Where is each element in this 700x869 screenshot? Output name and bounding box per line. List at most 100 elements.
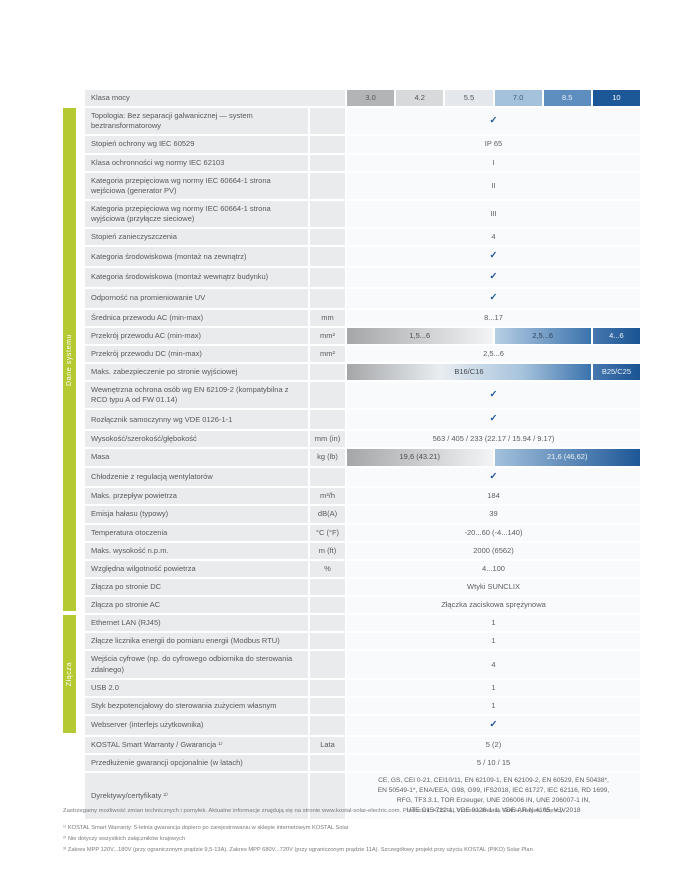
- row-value: 1: [347, 615, 640, 632]
- row-unit: [310, 715, 345, 735]
- row-unit: mm: [310, 309, 345, 326]
- checkmark-icon: ✓: [347, 467, 640, 487]
- row-unit: [310, 633, 345, 650]
- table-header-row: Klasa mocy 3.0 4.2 5.5 7.0 8.5 10: [85, 90, 640, 107]
- table-row: Wysokość/szerokość/głębokość mm (in) 563 /…: [85, 431, 640, 448]
- row-value: 4: [347, 229, 640, 246]
- row-label: Styk bezpotencjałowy do sterowania zużyc…: [85, 697, 308, 714]
- row-unit: mm²: [310, 345, 345, 363]
- table-row: Złącza po stronie AC Złączka zaciskowa sp…: [85, 597, 640, 614]
- section-bar-dane-systemu: Dane systemu: [63, 108, 76, 612]
- row-value: I: [347, 154, 640, 171]
- row-value: 1: [347, 633, 640, 650]
- row-label: Kategoria przepięciowa wg normy IEC 6066…: [85, 200, 308, 228]
- checkmark-icon: ✓: [347, 382, 640, 409]
- row-unit: [310, 615, 345, 632]
- row-label: Odporność na promieniowanie UV: [85, 288, 308, 308]
- row-value: 4...6: [592, 327, 640, 344]
- row-unit: [310, 578, 345, 596]
- table-row: Złącza po stronie DC Wtyki SUNCLIX: [85, 578, 640, 596]
- footnote: ³⁾ Zakres MPP 120V...180V (przy ogranicz…: [63, 846, 533, 853]
- disclaimer-text: Zastrzegamy możliwość zmian technicznych…: [63, 808, 563, 814]
- row-unit: [310, 288, 345, 308]
- table-row: Wejścia cyfrowe (np. do cyfrowego odbior…: [85, 651, 640, 678]
- row-label: Maks. zabezpieczenie po stronie wyjściow…: [85, 364, 308, 381]
- table-row: Kategoria środowiskowa (montaż wewnątrz …: [85, 268, 640, 287]
- row-label: Przekrój przewodu AC (min-max): [85, 327, 308, 344]
- row-unit: °C (°F): [310, 524, 345, 541]
- row-value: -20...60 (-4...140): [347, 524, 640, 541]
- power-class-cell: 5.5: [445, 90, 493, 107]
- row-value: CE, GS, CEI 0-21, CEI10/11, EN 62109-1, …: [347, 773, 640, 819]
- row-label: Maks. wysokość n.p.m.: [85, 542, 308, 559]
- row-label: Emisja hałasu (typowy): [85, 506, 308, 523]
- footnotes: ¹⁾ KOSTAL Smart Warranty: 5-letnia gwara…: [63, 823, 653, 855]
- row-unit: kg (lb): [310, 449, 345, 466]
- page-footer: Zastrzegamy możliwość zmian technicznych…: [63, 808, 653, 855]
- row-unit: [310, 172, 345, 199]
- section-bar-zlacza: Złącza: [63, 615, 76, 733]
- row-label: Złącza po stronie AC: [85, 597, 308, 614]
- table-row: Styk bezpotencjałowy do sterowania zużyc…: [85, 697, 640, 714]
- row-label: Złącza po stronie DC: [85, 578, 308, 596]
- row-label: Przekrój przewodu DC (min-max): [85, 345, 308, 363]
- row-unit: [310, 364, 345, 381]
- row-value: Wtyki SUNCLIX: [347, 578, 640, 596]
- table-row: Maks. wysokość n.p.m. m (ft) 2000 (6562): [85, 542, 640, 559]
- table-row: KOSTAL Smart Warranty / Gwarancja ¹⁾ Lata…: [85, 736, 640, 753]
- table-row: Masa kg (lb) 19,6 (43.21) 21,6 (46,62): [85, 449, 640, 466]
- table-row: Przekrój przewodu AC (min-max) mm² 1,5...6…: [85, 327, 640, 344]
- row-label: Klasa ochronności wg normy IEC 62103: [85, 154, 308, 171]
- checkmark-icon: ✓: [347, 247, 640, 267]
- row-value: 39: [347, 506, 640, 523]
- table-row: Chłodzenie z regulacją wentylatorów ✓: [85, 467, 640, 487]
- row-label: Wejścia cyfrowe (np. do cyfrowego odbior…: [85, 651, 308, 678]
- row-value: Złączka zaciskowa sprężynowa: [347, 597, 640, 614]
- row-value: 2,5...6: [347, 345, 640, 363]
- section-bar-label: Dane systemu: [66, 333, 73, 386]
- row-label: Stopień zanieczyszczenia: [85, 229, 308, 246]
- table-sections: Dane systemu Topologia: Bez separacji gal…: [63, 108, 640, 819]
- table-row: Webserver (interfejs użytkownika) ✓: [85, 715, 640, 735]
- power-class-cell: 7.0: [494, 90, 542, 107]
- row-value: III: [347, 200, 640, 228]
- row-unit: [310, 651, 345, 678]
- row-label: Kategoria środowiskowa (montaż na zewnąt…: [85, 247, 308, 267]
- row-value: 4: [347, 651, 640, 678]
- spec-table: Klasa mocy 3.0 4.2 5.5 7.0 8.5 10 Dane system…: [63, 90, 640, 821]
- row-value: 4...100: [347, 560, 640, 577]
- row-label: Webserver (interfejs użytkownika): [85, 715, 308, 735]
- row-label: Kategoria środowiskowa (montaż wewnątrz …: [85, 268, 308, 287]
- table-row: Złącze licznika energii do pomiaru energ…: [85, 633, 640, 650]
- table-row: Temperatura otoczenia °C (°F) -20...60 (-4…: [85, 524, 640, 541]
- table-row: Maks. przepływ powietrza m³/h 184: [85, 488, 640, 505]
- row-unit: mm²: [310, 327, 345, 344]
- row-value: B16/C16: [347, 364, 591, 381]
- row-label: KOSTAL Smart Warranty / Gwarancja ¹⁾: [85, 736, 308, 753]
- row-unit: [310, 247, 345, 267]
- table-row: Klasa ochronności wg normy IEC 62103 I: [85, 154, 640, 171]
- table-row: Dyrektywy/certyfikaty ²⁾ CE, GS, CEI 0-21…: [85, 773, 640, 819]
- row-label: Przedłużenie gwarancji opcjonalnie (w la…: [85, 754, 308, 771]
- row-unit: m (ft): [310, 542, 345, 559]
- row-unit: [310, 229, 345, 246]
- row-unit: [310, 467, 345, 487]
- section-gwarancja: KOSTAL Smart Warranty / Gwarancja ¹⁾ Lata…: [85, 736, 640, 819]
- row-value: 1,5...6: [347, 327, 493, 344]
- row-unit: m³/h: [310, 488, 345, 505]
- row-unit: [310, 697, 345, 714]
- row-unit: [310, 679, 345, 696]
- table-row: Stopień zanieczyszczenia 4: [85, 229, 640, 246]
- table-row: Wewnętrzna ochrona osób wg EN 62109-2 (k…: [85, 382, 640, 409]
- row-unit: [310, 754, 345, 771]
- row-label: Ethernet LAN (RJ45): [85, 615, 308, 632]
- header-label: Klasa mocy: [85, 90, 345, 107]
- row-unit: mm (in): [310, 431, 345, 448]
- row-label: Rozłącznik samoczynny wg VDE 0126-1-1: [85, 410, 308, 430]
- row-value: 1: [347, 697, 640, 714]
- checkmark-icon: ✓: [347, 268, 640, 287]
- footnote: ¹⁾ KOSTAL Smart Warranty: 5-letnia gwara…: [63, 825, 349, 831]
- row-value: II: [347, 172, 640, 199]
- section-bar-label: Złącza: [66, 661, 73, 687]
